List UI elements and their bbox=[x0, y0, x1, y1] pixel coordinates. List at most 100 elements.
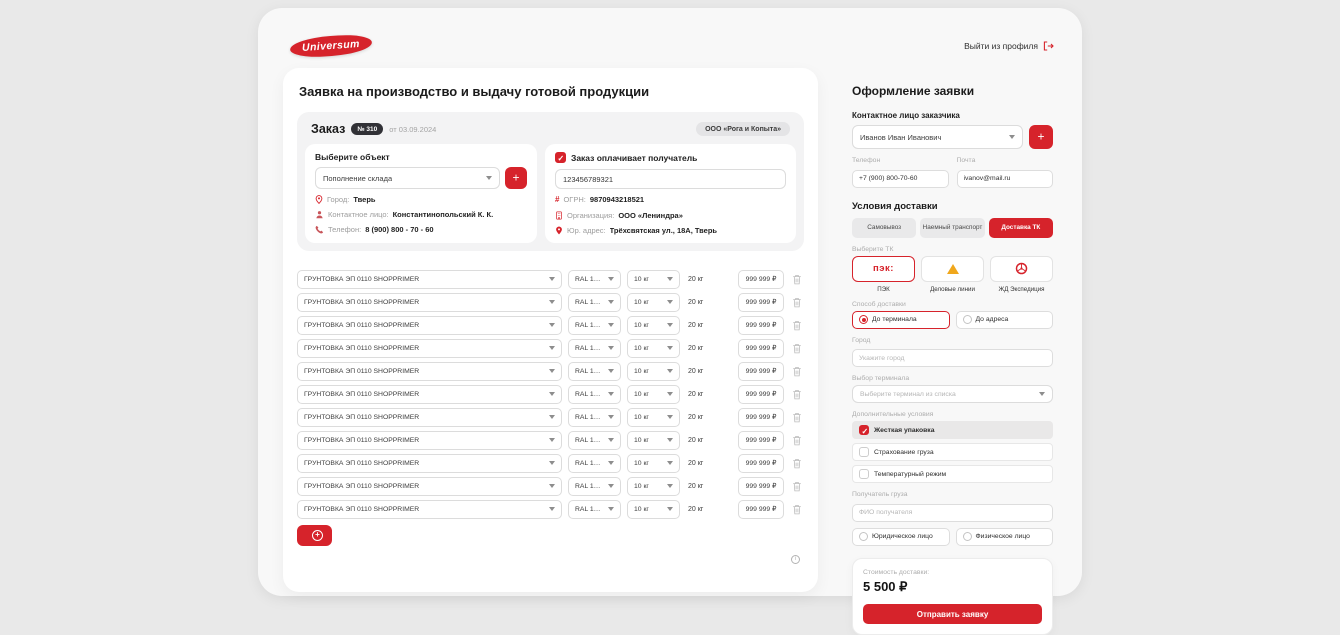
ral-select[interactable]: RAL 1012 bbox=[568, 500, 621, 519]
product-select[interactable]: ГРУНТОВКА ЭП 0110 SHOPPRIMER bbox=[297, 408, 562, 427]
ral-select[interactable]: RAL 1012 bbox=[568, 385, 621, 404]
product-select[interactable]: ГРУНТОВКА ЭП 0110 SHOPPRIMER bbox=[297, 293, 562, 312]
trash-icon bbox=[792, 389, 802, 400]
add-contact-button[interactable] bbox=[1029, 125, 1053, 149]
ral-select[interactable]: RAL 1012 bbox=[568, 431, 621, 450]
tab-tk-delivery[interactable]: Доставка ТК bbox=[989, 218, 1053, 238]
recipient-name-input[interactable] bbox=[852, 504, 1053, 522]
delete-row-button[interactable] bbox=[790, 316, 804, 335]
object-select[interactable]: Пополнение склада bbox=[315, 167, 500, 189]
delete-row-button[interactable] bbox=[790, 362, 804, 381]
price-value: 999 999 ₽ bbox=[738, 339, 784, 358]
delete-row-button[interactable] bbox=[790, 477, 804, 496]
product-select[interactable]: ГРУНТОВКА ЭП 0110 SHOPPRIMER bbox=[297, 500, 562, 519]
submit-request-button[interactable]: Отправить заявку bbox=[863, 604, 1042, 624]
pin-icon bbox=[555, 226, 563, 235]
tab-pickup[interactable]: Самовывоз bbox=[852, 218, 916, 238]
ral-select[interactable]: RAL 1012 bbox=[568, 339, 621, 358]
ral-value: RAL 1012 bbox=[575, 391, 604, 398]
product-value: ГРУНТОВКА ЭП 0110 SHOPPRIMER bbox=[304, 506, 419, 513]
product-select[interactable]: ГРУНТОВКА ЭП 0110 SHOPPRIMER bbox=[297, 477, 562, 496]
pack-select[interactable]: 10 кг bbox=[627, 408, 680, 427]
logout-icon bbox=[1043, 41, 1054, 51]
method-to-terminal[interactable]: До терминала bbox=[852, 311, 950, 329]
qty-value: 20 кг bbox=[686, 483, 732, 490]
extra-temperature-mode[interactable]: Температурный режим bbox=[852, 465, 1053, 483]
contact-person-label: Контактное лицо заказчика bbox=[852, 111, 1053, 120]
delete-row-button[interactable] bbox=[790, 293, 804, 312]
add-object-button[interactable] bbox=[505, 167, 527, 189]
ral-select[interactable]: RAL 1012 bbox=[568, 408, 621, 427]
delete-row-button[interactable] bbox=[790, 408, 804, 427]
delete-row-button[interactable] bbox=[790, 270, 804, 289]
payer-checkbox-label: Заказ оплачивает получатель bbox=[571, 153, 697, 163]
ogrn-label: ОГРН: bbox=[563, 195, 585, 204]
chevron-down-icon bbox=[608, 392, 614, 396]
extra-cargo-insurance[interactable]: Страхование груза bbox=[852, 443, 1053, 461]
product-select[interactable]: ГРУНТОВКА ЭП 0110 SHOPPRIMER bbox=[297, 316, 562, 335]
wheel-logo-icon bbox=[1015, 262, 1028, 275]
ral-select[interactable]: RAL 1012 bbox=[568, 454, 621, 473]
object-select-value: Пополнение склада bbox=[323, 174, 392, 183]
delete-row-button[interactable] bbox=[790, 385, 804, 404]
phone-input[interactable] bbox=[852, 170, 949, 188]
tk-option-pek[interactable]: пэк: ПЭК bbox=[852, 256, 915, 293]
product-value: ГРУНТОВКА ЭП 0110 SHOPPRIMER bbox=[304, 345, 419, 352]
delete-row-button[interactable] bbox=[790, 431, 804, 450]
qty-value: 20 кг bbox=[686, 276, 732, 283]
product-value: ГРУНТОВКА ЭП 0110 SHOPPRIMER bbox=[304, 322, 419, 329]
price-value: 999 999 ₽ bbox=[738, 454, 784, 473]
inn-input[interactable] bbox=[555, 169, 786, 189]
logout-link[interactable]: Выйти из профиля bbox=[964, 41, 1054, 51]
tab-hired-transport[interactable]: Наемный транспорт bbox=[920, 218, 984, 238]
ral-select[interactable]: RAL 1012 bbox=[568, 293, 621, 312]
qty-value: 20 кг bbox=[686, 506, 732, 513]
tk-option-delovye-linii[interactable]: Деловые линии bbox=[921, 256, 984, 293]
pack-select[interactable]: 10 кг bbox=[627, 431, 680, 450]
radio-icon bbox=[963, 315, 972, 324]
ral-select[interactable]: RAL 1012 bbox=[568, 316, 621, 335]
pack-select[interactable]: 10 кг bbox=[627, 500, 680, 519]
delete-row-button[interactable] bbox=[790, 454, 804, 473]
pack-select[interactable]: 10 кг bbox=[627, 454, 680, 473]
email-input[interactable] bbox=[957, 170, 1054, 188]
product-select[interactable]: ГРУНТОВКА ЭП 0110 SHOPPRIMER bbox=[297, 431, 562, 450]
price-value: 999 999 ₽ bbox=[738, 385, 784, 404]
tk-option-zhd-expedition[interactable]: ЖД Экспедиция bbox=[990, 256, 1053, 293]
product-select[interactable]: ГРУНТОВКА ЭП 0110 SHOPPRIMER bbox=[297, 362, 562, 381]
pack-select[interactable]: 10 кг bbox=[627, 362, 680, 381]
payer-checkbox[interactable] bbox=[555, 152, 566, 163]
recipient-individual[interactable]: Физическое лицо bbox=[956, 528, 1054, 546]
object-label: Выберите объект bbox=[315, 152, 527, 162]
delete-row-button[interactable] bbox=[790, 500, 804, 519]
extras-label: Дополнительные условия bbox=[852, 411, 1053, 418]
price-value: 999 999 ₽ bbox=[738, 431, 784, 450]
method-to-address[interactable]: До адреса bbox=[956, 311, 1054, 329]
tk-name: Деловые линии bbox=[921, 286, 984, 293]
chevron-down-icon bbox=[667, 438, 673, 442]
product-select[interactable]: ГРУНТОВКА ЭП 0110 SHOPPRIMER bbox=[297, 270, 562, 289]
extra-hard-packaging[interactable]: Жесткая упаковка bbox=[852, 421, 1053, 439]
delete-row-button[interactable] bbox=[790, 339, 804, 358]
recipient-type-label: Юридическое лицо bbox=[872, 533, 933, 540]
add-item-button[interactable] bbox=[297, 525, 332, 546]
phone-value: 8 (900) 800 - 70 - 60 bbox=[365, 225, 433, 234]
recipient-legal-entity[interactable]: Юридическое лицо bbox=[852, 528, 950, 546]
city-input[interactable] bbox=[852, 349, 1053, 367]
pack-select[interactable]: 10 кг bbox=[627, 477, 680, 496]
ral-select[interactable]: RAL 1012 bbox=[568, 362, 621, 381]
pack-select[interactable]: 10 кг bbox=[627, 385, 680, 404]
triangle-logo-icon bbox=[947, 264, 959, 274]
product-select[interactable]: ГРУНТОВКА ЭП 0110 SHOPPRIMER bbox=[297, 385, 562, 404]
ral-select[interactable]: RAL 1012 bbox=[568, 477, 621, 496]
terminal-select[interactable]: Выберите терминал из списка bbox=[852, 385, 1053, 403]
product-select[interactable]: ГРУНТОВКА ЭП 0110 SHOPPRIMER bbox=[297, 454, 562, 473]
ral-select[interactable]: RAL 1012 bbox=[568, 270, 621, 289]
pack-select[interactable]: 10 кг bbox=[627, 293, 680, 312]
contact-person-select[interactable]: Иванов Иван Иванович bbox=[852, 125, 1023, 149]
chevron-down-icon bbox=[608, 369, 614, 373]
pack-select[interactable]: 10 кг bbox=[627, 339, 680, 358]
product-select[interactable]: ГРУНТОВКА ЭП 0110 SHOPPRIMER bbox=[297, 339, 562, 358]
pack-select[interactable]: 10 кг bbox=[627, 316, 680, 335]
pack-select[interactable]: 10 кг bbox=[627, 270, 680, 289]
